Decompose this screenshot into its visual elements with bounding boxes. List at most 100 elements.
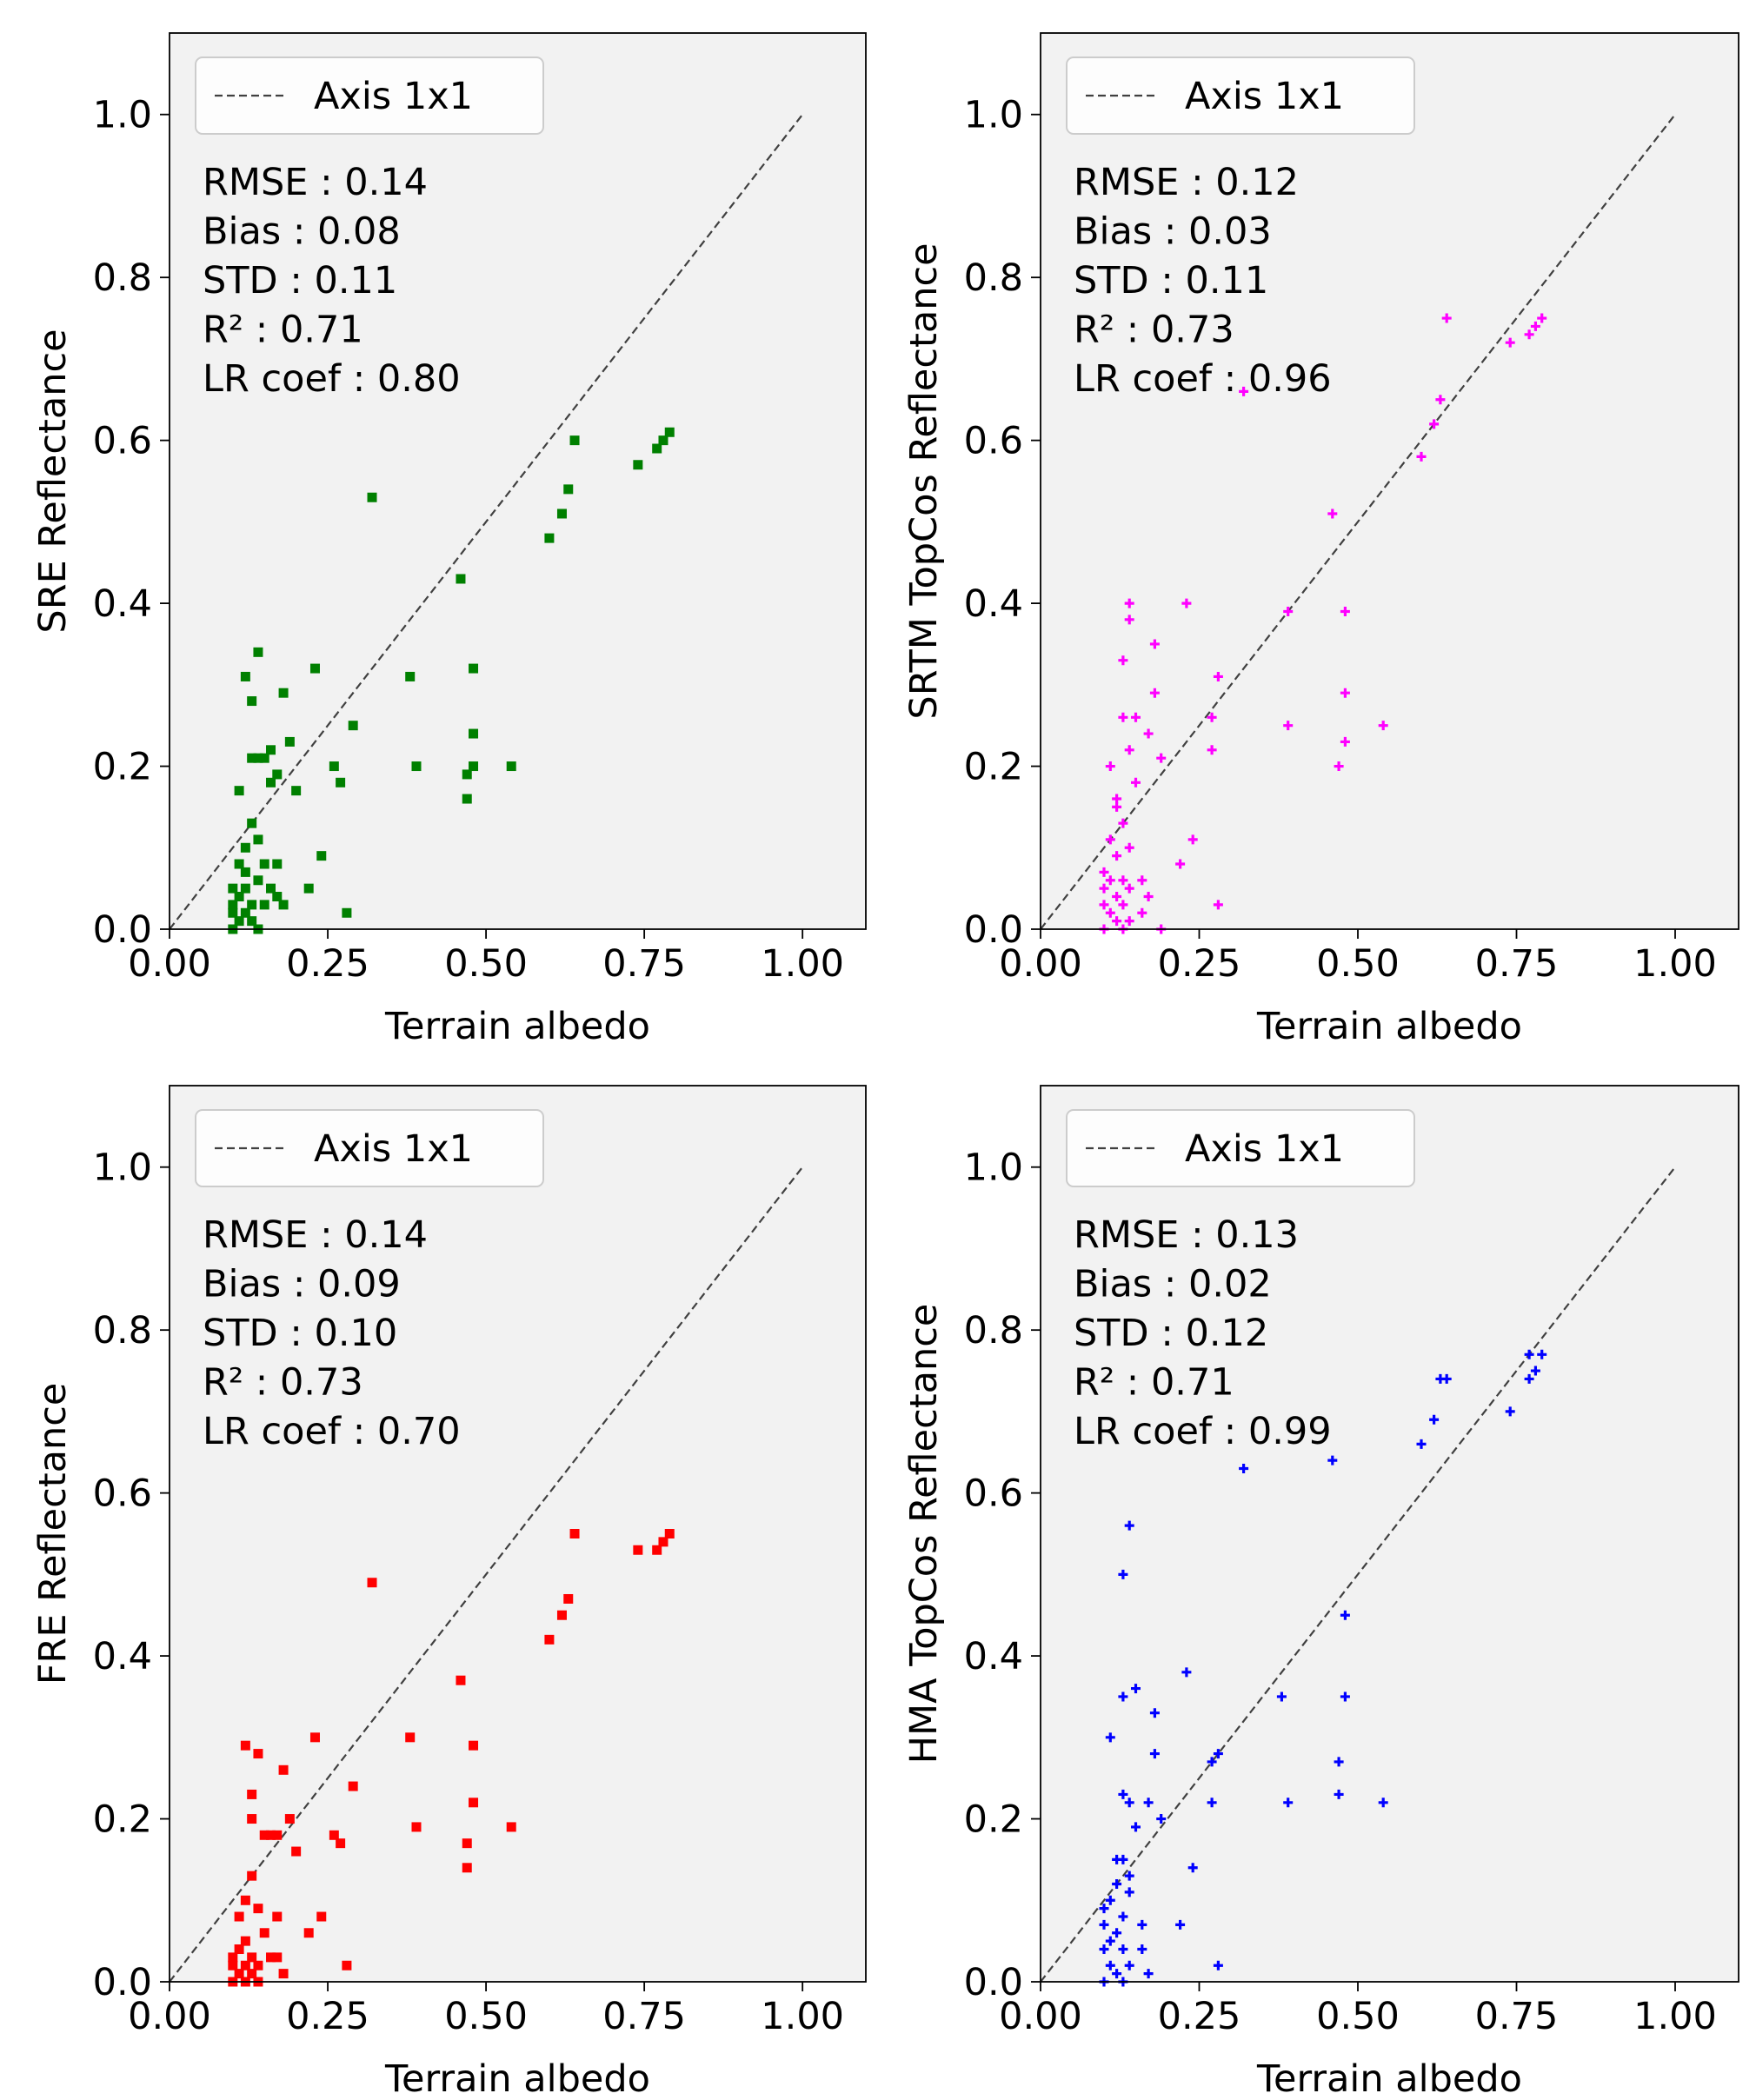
data-point	[556, 1610, 567, 1620]
stats-line: STD : 0.12	[1074, 1312, 1268, 1355]
data-point	[266, 883, 276, 894]
data-point	[234, 1911, 244, 1922]
data-point	[652, 1545, 662, 1555]
data-point	[1327, 508, 1338, 519]
data-point	[1099, 867, 1109, 877]
data-point	[1137, 875, 1147, 886]
data-point	[1239, 386, 1249, 396]
data-point	[1124, 1520, 1134, 1531]
data-point	[228, 907, 238, 918]
data-point	[266, 1952, 276, 1963]
y-axis-label: SRTM TopCos Reflectance	[902, 243, 946, 719]
data-point	[1118, 818, 1128, 828]
data-point	[411, 1822, 422, 1832]
data-point	[1124, 598, 1134, 608]
data-point	[1156, 1814, 1167, 1824]
data-point	[1340, 606, 1350, 616]
data-point	[1099, 1904, 1109, 1914]
data-point	[336, 777, 346, 788]
data-point	[405, 671, 416, 681]
data-point	[1435, 395, 1446, 405]
data-point	[228, 1960, 238, 1970]
y-tick-label: 0.4	[93, 1635, 152, 1678]
data-point	[278, 900, 289, 910]
reference-line-1x1	[1040, 114, 1676, 930]
data-point	[348, 721, 358, 731]
x-tick-label: 0.25	[286, 1995, 369, 2038]
data-point	[1124, 1960, 1134, 1970]
data-point	[247, 900, 257, 910]
data-point	[462, 1863, 472, 1873]
data-point	[259, 753, 269, 763]
legend-box	[1066, 56, 1415, 135]
data-point	[1429, 419, 1440, 429]
data-point	[247, 1871, 257, 1881]
stats-annotation: RMSE : 0.13 Bias : 0.02 STD : 0.12 R² : 0.7…	[1074, 1213, 1332, 1453]
data-point	[247, 1789, 257, 1799]
x-tick-label: 0.25	[1158, 942, 1241, 986]
data-point	[1118, 1911, 1128, 1922]
data-point	[1207, 745, 1217, 755]
y-tick-label: 0.6	[93, 420, 152, 463]
data-point	[303, 883, 314, 894]
data-point	[1334, 1757, 1344, 1767]
legend-label: Axis 1x1	[314, 1127, 473, 1171]
data-point	[1124, 1798, 1134, 1808]
data-point	[1149, 639, 1160, 649]
data-point	[1276, 1691, 1287, 1702]
data-point	[1537, 313, 1547, 323]
data-point	[1340, 736, 1350, 747]
data-point	[1149, 1749, 1160, 1759]
data-point	[569, 435, 580, 446]
data-point	[469, 761, 479, 772]
axes-frame	[1040, 1085, 1739, 1983]
stats-line: R² : 0.73	[1074, 309, 1234, 352]
data-point	[1112, 1928, 1122, 1938]
data-point	[234, 859, 244, 869]
data-point	[259, 859, 269, 869]
data-point	[469, 1798, 479, 1808]
x-tick-label: 0.75	[1475, 1995, 1559, 2038]
y-tick-label: 0.0	[93, 1961, 152, 2004]
y-tick-label: 1.0	[964, 94, 1023, 137]
stats-line: Bias : 0.09	[203, 1263, 401, 1306]
data-point	[1530, 321, 1540, 331]
x-tick-label: 0.50	[1316, 1995, 1400, 2038]
data-point	[253, 834, 263, 845]
data-point	[348, 1781, 358, 1791]
data-point	[266, 777, 276, 788]
stats-annotation: RMSE : 0.12 Bias : 0.03 STD : 0.11 R² : 0.7…	[1074, 161, 1332, 401]
data-point	[1149, 688, 1160, 698]
data-point	[272, 769, 283, 780]
data-point	[367, 1578, 377, 1588]
data-point	[1283, 721, 1294, 731]
x-tick-label: 0.75	[602, 1995, 686, 2038]
stats-line: LR coef : 0.99	[1074, 1410, 1332, 1453]
data-point	[1112, 801, 1122, 812]
y-tick-label: 0.4	[964, 1635, 1023, 1678]
legend-box	[195, 56, 544, 135]
stats-annotation: RMSE : 0.14 Bias : 0.09 STD : 0.10 R² : 0.7…	[203, 1213, 461, 1453]
data-point	[1187, 834, 1198, 845]
stats-line: R² : 0.73	[203, 1361, 363, 1405]
data-point	[253, 1960, 263, 1970]
data-point	[259, 1928, 269, 1938]
data-point	[266, 1830, 276, 1840]
data-point	[240, 883, 250, 894]
data-point	[1118, 712, 1128, 722]
data-point	[1105, 834, 1115, 845]
data-point	[405, 1732, 416, 1743]
data-point	[309, 663, 320, 674]
panel-bottom-right: 0.00 0.25 0.50 0.75 1.00 0.0 0.2 0.4 0.6 0.8 1.0 Te…	[902, 1085, 1739, 2100]
data-point	[1149, 1708, 1160, 1718]
data-point	[1099, 1919, 1109, 1930]
data-point	[1118, 1944, 1128, 1955]
data-point	[569, 1529, 580, 1538]
x-tick-label: 0.50	[444, 942, 528, 986]
data-point	[1187, 1863, 1198, 1873]
data-point	[272, 859, 283, 869]
data-point	[247, 916, 257, 927]
data-point	[278, 688, 289, 698]
data-point	[272, 1952, 283, 1963]
stats-line: LR coef : 0.80	[203, 357, 461, 401]
